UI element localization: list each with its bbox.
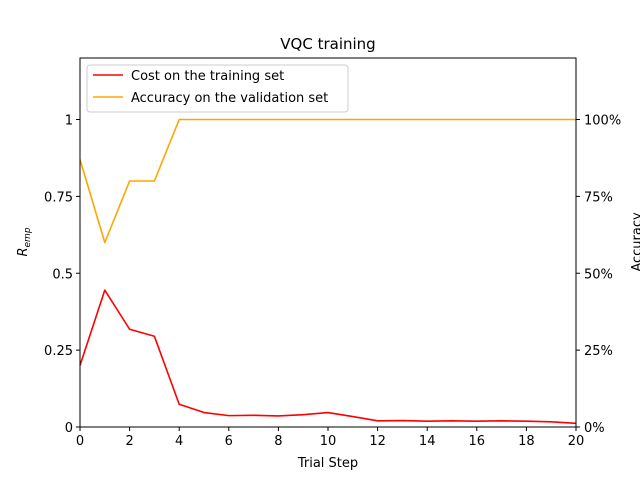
x-tick-label: 20 [568, 434, 585, 449]
y-axis-left: 0 0.25 0.5 0.75 1 [44, 114, 80, 436]
x-tick-label: 10 [320, 434, 337, 449]
y-tick-label-right: 100% [584, 114, 621, 129]
x-tick-label: 12 [369, 434, 386, 449]
x-tick-label: 8 [274, 434, 282, 449]
y-tick-label-left: 0.75 [44, 190, 73, 205]
x-tick-label: 16 [469, 434, 486, 449]
legend-label-accuracy: Accuracy on the validation set [131, 91, 328, 106]
x-tick-label: 2 [125, 434, 133, 449]
y-axis-label-subscript: emp [23, 227, 33, 247]
y-axis-label-left: Remp [16, 227, 33, 256]
x-tick-label: 18 [518, 434, 535, 449]
series-line-0 [79, 289, 577, 425]
x-tick-label: 4 [175, 434, 183, 449]
y-tick-label-left: 0 [65, 421, 73, 436]
legend-box [86, 64, 349, 113]
y-tick-label-left: 1 [65, 114, 73, 129]
y-tick-label-right: 50% [584, 267, 613, 282]
y-tick-label-left: 0.5 [52, 267, 73, 282]
y-tick-label-right: 75% [584, 190, 613, 205]
y-tick-label-right: 0% [584, 421, 605, 436]
series-line-1 [79, 118, 576, 244]
y-axis-label-main: R [16, 247, 31, 256]
series-layer [79, 118, 577, 425]
y-tick-label-right: 25% [584, 344, 613, 359]
x-tick-label: 0 [76, 434, 84, 449]
x-tick-label: 14 [419, 434, 436, 449]
legend-label-cost: Cost on the training set [131, 69, 284, 84]
chart-title: VQC training [280, 35, 375, 53]
y-tick-label-left: 0.25 [44, 344, 73, 359]
x-axis: 0 2 4 6 8 10 12 14 16 18 20 [76, 427, 584, 449]
y-axis-right: 0% 25% 50% 75% 100% [576, 114, 621, 436]
x-tick-label: 6 [225, 434, 233, 449]
y-axis-label-right: Accuracy [630, 212, 640, 272]
legend: Cost on the training set Accuracy on the… [86, 64, 349, 113]
x-axis-label: Trial Step [297, 456, 358, 471]
